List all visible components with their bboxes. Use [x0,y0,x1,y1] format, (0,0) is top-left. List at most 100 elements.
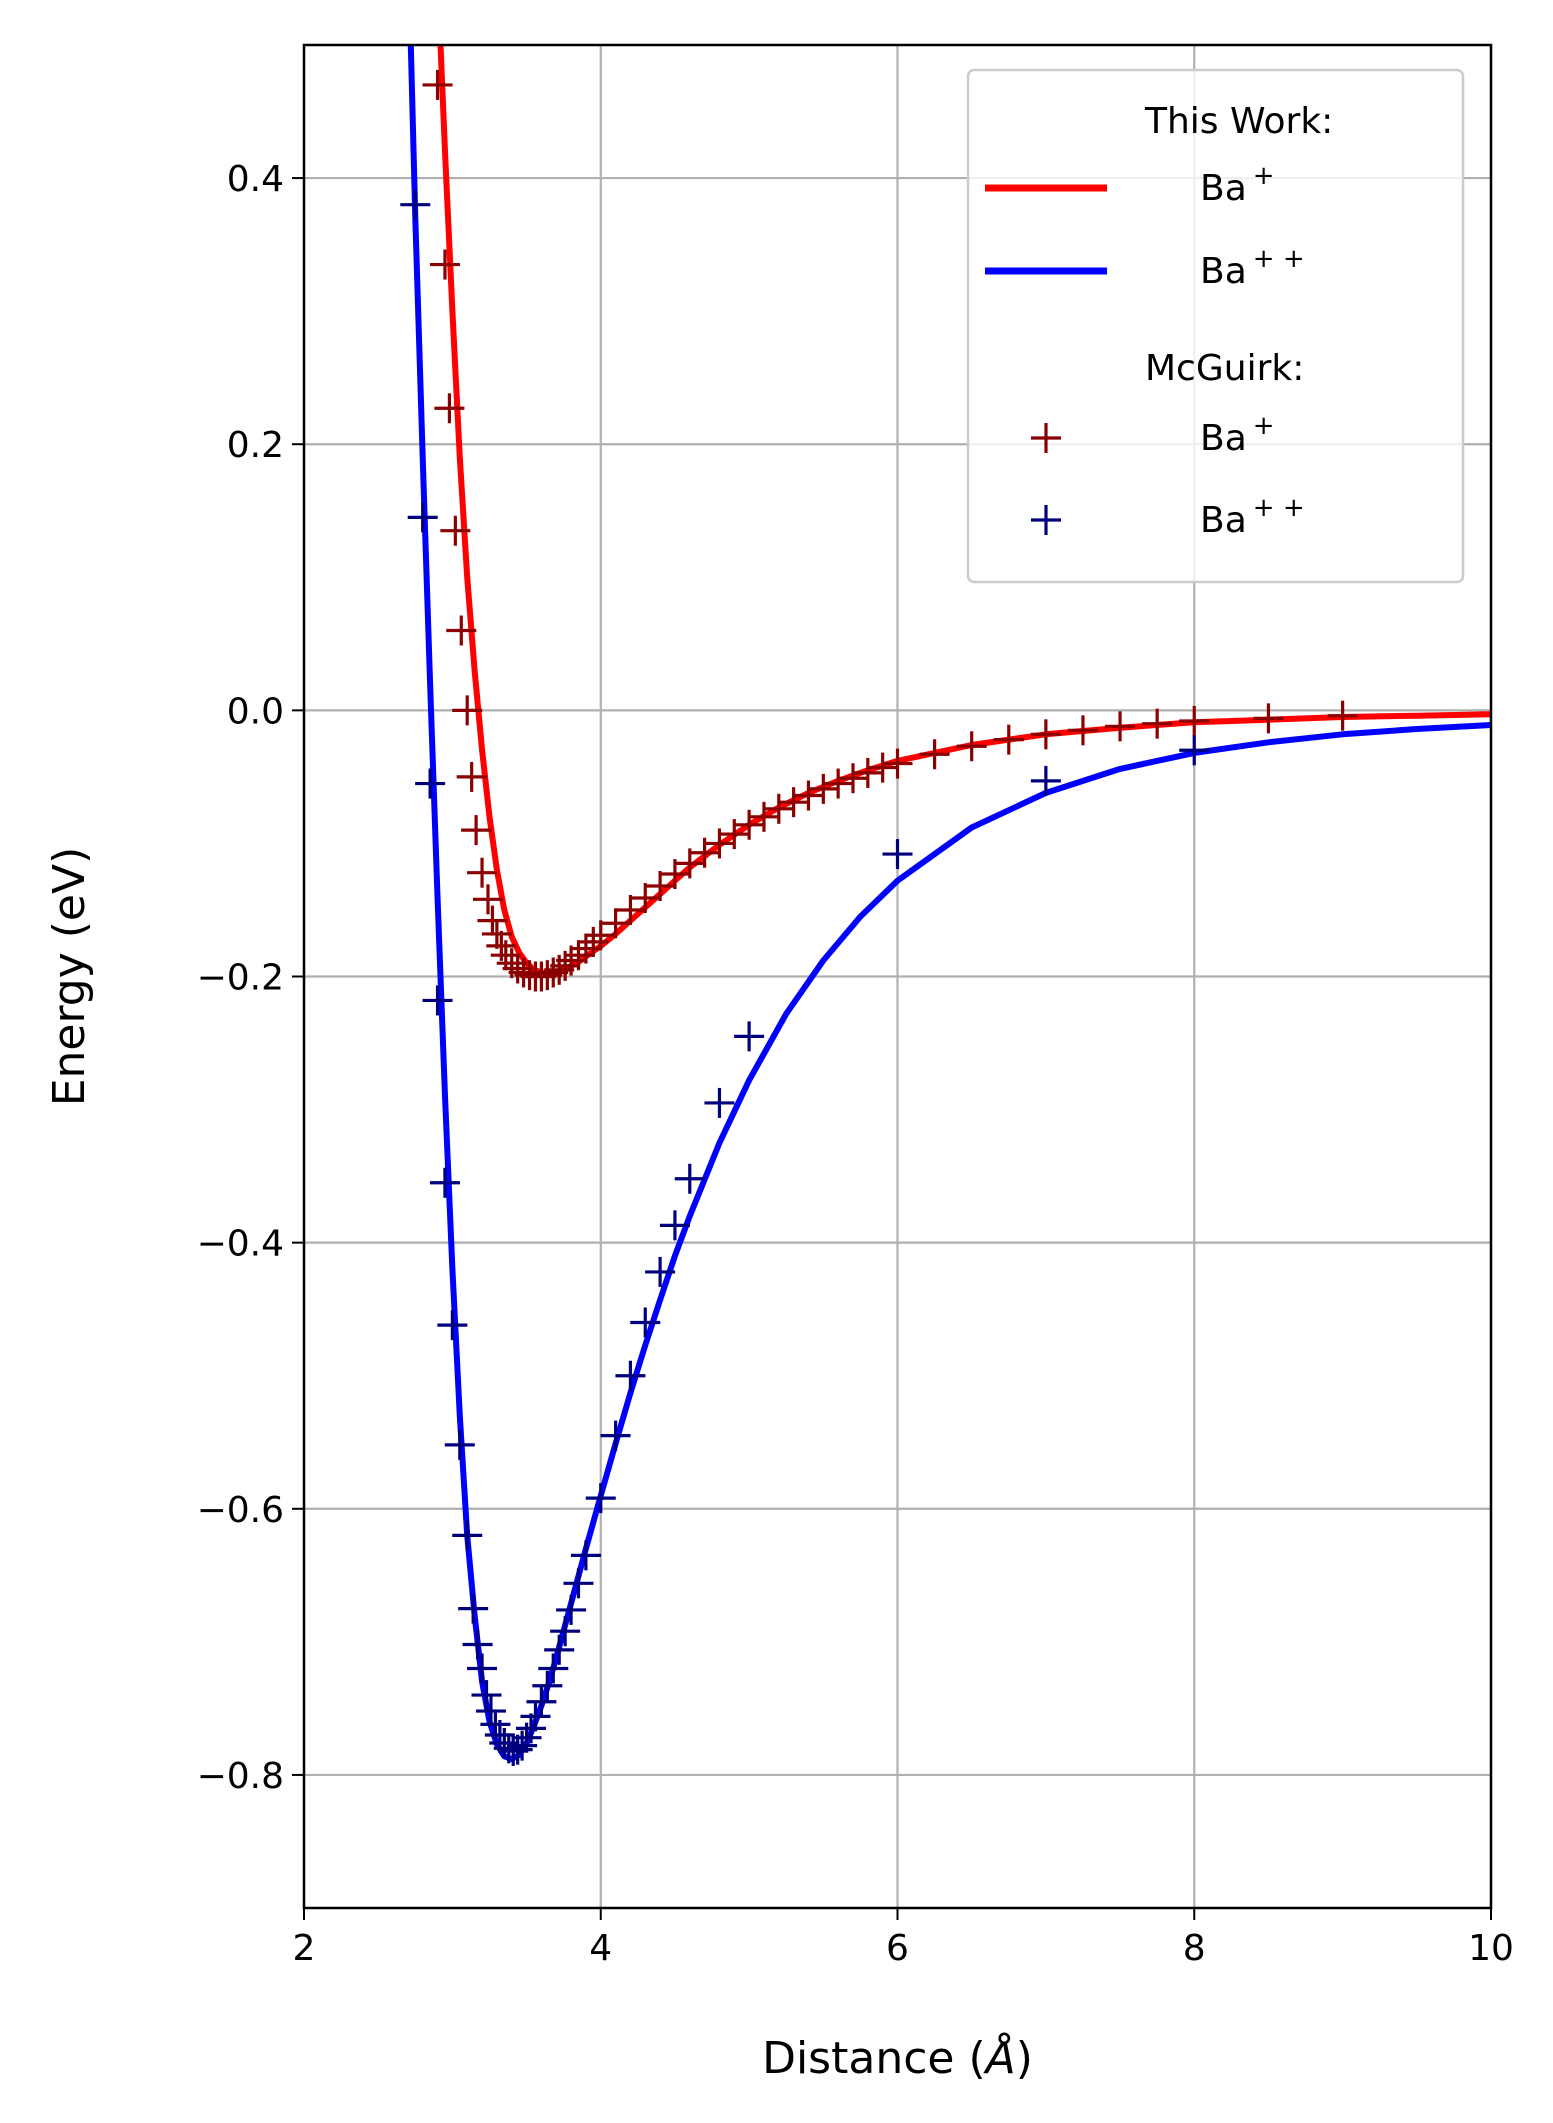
series-marker-2 [556,945,587,976]
series-marker-3 [407,502,438,533]
legend-entry-label-sup: + + [1253,493,1305,523]
series-marker-3 [550,1616,581,1647]
series-marker-3 [630,1307,661,1338]
series-marker-3 [882,839,913,870]
legend-marker-swatch [1031,423,1061,453]
series-marker-2 [734,809,765,840]
legend-box [966,68,1465,584]
series-marker-3 [645,1256,676,1287]
x-tick-label: 2 [293,1928,316,1969]
series-marker-3 [556,1594,587,1625]
legend-entry-label-sup: + + [1253,244,1305,274]
x-axis-label-open-paren: ( [954,2033,985,2084]
series-marker-2 [508,957,539,988]
legend-entry-label-sup: + [1253,411,1275,441]
series-marker-3 [452,1520,483,1551]
series-marker-3 [516,1713,547,1744]
ticks [292,177,1492,1920]
y-tick-label: −0.8 [197,1756,284,1797]
series-marker-2 [585,920,616,951]
series-marker-2 [852,757,883,788]
series-marker-2 [563,940,594,971]
series-marker-2 [808,773,839,804]
series-marker-3 [1179,735,1210,766]
legend-entry-label-base: Ba [1200,168,1247,209]
legend-entry-label: Ba + + [1200,244,1305,292]
series-marker-3 [615,1360,646,1391]
series-marker-3 [400,189,431,220]
legend-entry-label-base: Ba [1200,500,1247,541]
series-marker-2 [867,752,898,783]
legend-header-mcguirk: McGuirk: [1145,348,1304,389]
x-tick-label: 4 [589,1928,612,1969]
series-marker-2 [440,515,471,546]
series-marker-3 [415,768,446,799]
series-marker-2 [763,793,794,824]
series-marker-3 [422,985,453,1016]
series-marker-2 [446,615,477,646]
series-marker-2 [919,739,950,770]
series-marker-3 [532,1670,563,1701]
y-tick-label: −0.6 [197,1490,284,1531]
series-marker-2 [532,960,563,991]
series-marker-3 [674,1163,705,1194]
series-marker-2 [452,695,483,726]
legend-entry-label: Ba + + [1200,493,1305,541]
series-marker-2 [993,724,1024,755]
legend-entries: Ba +Ba + +Ba +Ba + + [985,161,1305,541]
series-marker-2 [600,908,631,939]
series-marker-2 [882,748,913,779]
series-marker-2 [461,815,492,846]
x-tick-label: 6 [886,1928,909,1969]
y-axis-label: Energy (eV) [44,847,95,1107]
series-marker-2 [778,787,809,818]
series-marker-2 [1067,715,1098,746]
series-marker-2 [490,940,521,971]
legend-entry-label-base: Ba [1200,418,1247,459]
series-marker-2 [1327,700,1358,731]
series-marker-3 [467,1653,498,1684]
series-marker-3 [429,1167,460,1198]
series-marker-3 [544,1634,575,1665]
series-marker-2 [793,780,824,811]
series-marker-2 [823,768,854,799]
series-marker-2 [645,871,676,902]
legend-entry-label: Ba + [1200,161,1275,209]
series-marker-3 [659,1210,690,1241]
legend-entry-label-sup: + [1253,161,1275,191]
y-tick-label: 0.2 [227,425,284,466]
legend: This Work: McGuirk: Ba +Ba + +Ba +Ba + + [966,68,1465,584]
series-marker-3 [1030,765,1061,796]
series-marker-2 [1105,711,1136,742]
series-marker-3 [704,1087,735,1118]
x-axis-label: Distance (Å) [762,2031,1033,2084]
series-marker-2 [837,763,868,794]
series-marker-2 [481,918,512,949]
series-marker-3 [444,1429,475,1460]
series-marker-2 [434,393,465,424]
series-marker-2 [538,957,569,988]
series-marker-2 [502,953,533,984]
series-marker-2 [1179,706,1210,737]
legend-entry-label: Ba + [1200,411,1275,459]
series-marker-2 [1142,708,1173,739]
series-marker-3 [600,1420,631,1451]
y-tick-label: −0.2 [197,958,284,999]
series-marker-3 [734,1021,765,1052]
y-tick-label: 0.4 [227,159,284,200]
series-marker-3 [526,1686,557,1717]
series-marker-3 [475,1696,506,1727]
series-marker-2 [570,933,601,964]
series-marker-2 [467,857,498,888]
series-marker-3 [585,1483,616,1514]
series-marker-2 [578,926,609,957]
series-marker-2 [615,894,646,925]
series-marker-2 [630,882,661,913]
x-tick-label: 8 [1183,1928,1206,1969]
series-marker-3 [507,1730,538,1761]
x-axis-label-close-paren: ) [1016,2033,1033,2084]
tick-labels: 2 4 6 8 10 0.4 0.2 0.0 −0.2 −0.4 −0.6 −0.8 [197,159,1514,1969]
series-marker-3 [458,1593,489,1624]
legend-header-this-work: This Work: [1144,101,1333,142]
